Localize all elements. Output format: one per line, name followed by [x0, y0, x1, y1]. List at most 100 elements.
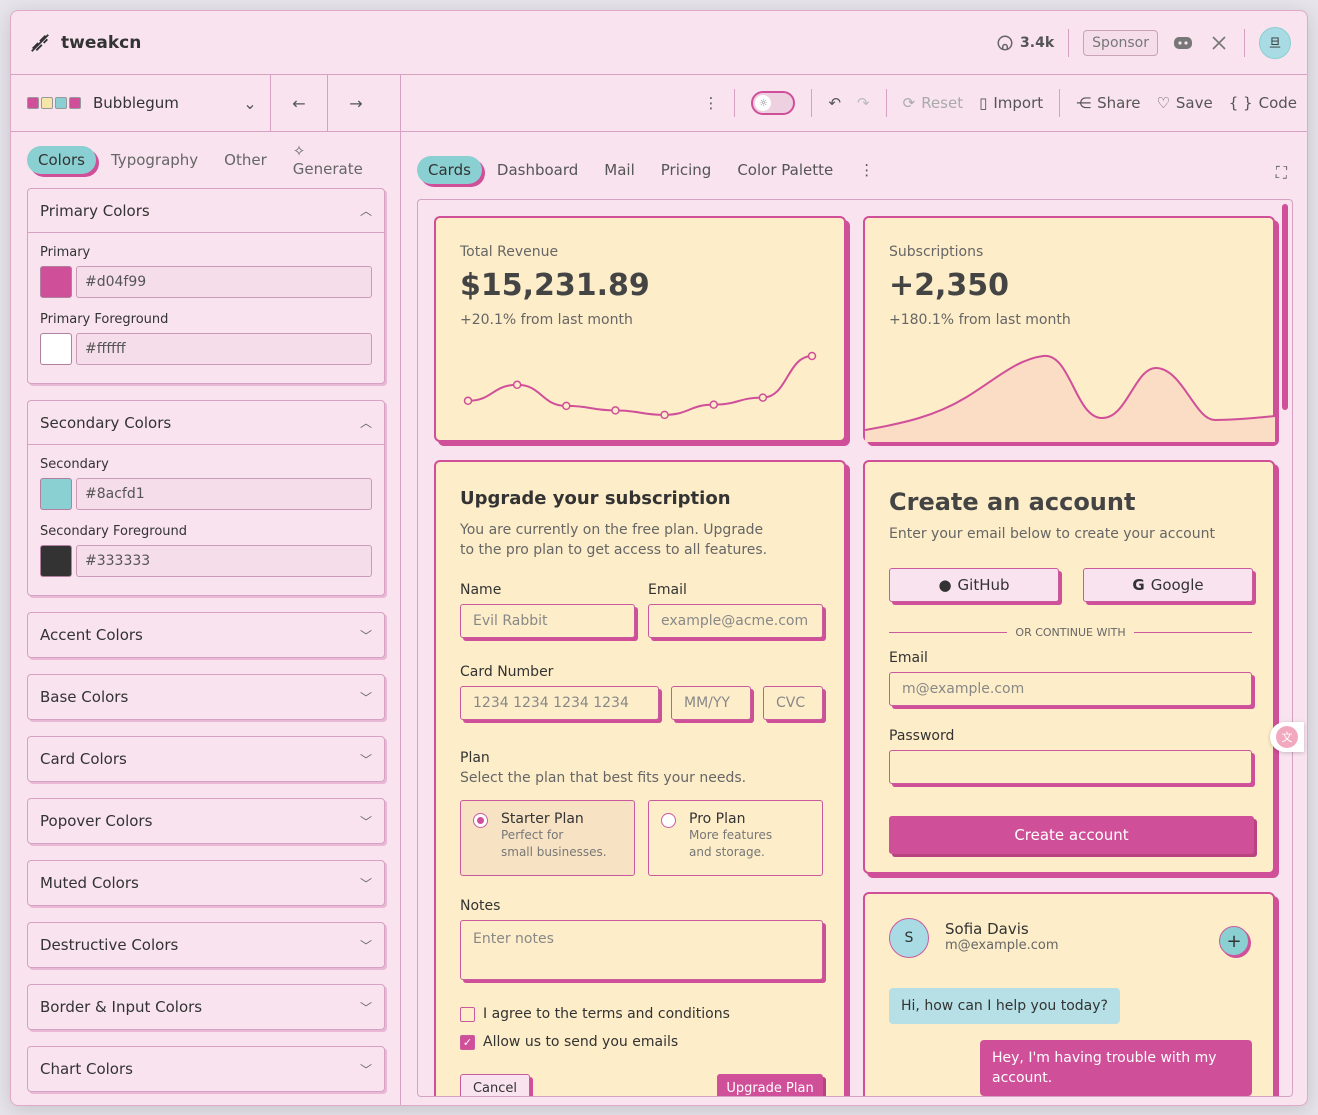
add-icon[interactable]: + [1219, 926, 1249, 956]
revenue-value: $15,231.89 [460, 268, 650, 303]
name-input[interactable]: Evil Rabbit [460, 604, 635, 638]
revenue-point [807, 351, 817, 361]
discord-icon[interactable] [1172, 32, 1194, 54]
undo-icon[interactable]: ↶ [828, 94, 842, 112]
cvc-input[interactable]: CVC [763, 686, 823, 720]
chevron-down-icon: ﹀ [359, 752, 372, 767]
chat-avatar: S [889, 918, 929, 958]
color-picker[interactable] [40, 545, 72, 577]
card-number-input[interactable]: 1234 1234 1234 1234 [460, 686, 659, 720]
google-button[interactable]: G Google [1083, 568, 1253, 602]
brand[interactable]: tweakcn [29, 32, 141, 54]
github-stars: 3.4k [1020, 34, 1055, 51]
chevron-up-icon: ︿ [359, 416, 372, 430]
scrollbar[interactable] [1282, 204, 1288, 410]
save-button[interactable]: ♡ Save [1156, 94, 1212, 112]
github-label: GitHub [957, 576, 1010, 594]
file-icon: ▯ [979, 94, 988, 112]
area-line [865, 354, 1275, 431]
previous-theme-button[interactable]: ← [270, 75, 327, 131]
tab-typography[interactable]: Typography [110, 151, 199, 169]
terms-checkbox-row[interactable]: I agree to the terms and conditions [460, 1006, 730, 1022]
tab-colors[interactable]: Colors [27, 146, 96, 174]
revenue-point [758, 393, 768, 402]
tab-generate[interactable]: ✧ Generate [282, 137, 384, 183]
popover-colors-group[interactable]: Popover Colors ﹀ [27, 798, 385, 844]
tab-dashboard[interactable]: Dashboard [496, 161, 579, 179]
swatch [27, 97, 39, 109]
radio[interactable] [661, 813, 676, 828]
emails-label: Allow us to send you emails [483, 1034, 679, 1050]
color-picker[interactable] [40, 266, 72, 298]
code-button[interactable]: { } Code [1229, 94, 1297, 112]
share-button[interactable]: ⋲ Share [1076, 94, 1140, 112]
email-label: Email [648, 582, 687, 598]
next-theme-button[interactable]: → [327, 75, 384, 131]
chat-card: S Sofia Davis m@example.com + Hi, how ca… [863, 892, 1275, 1096]
github-icon [997, 35, 1013, 50]
email-input[interactable]: example@acme.com [648, 604, 823, 638]
color-picker[interactable] [40, 478, 72, 510]
tab-color-palette[interactable]: Color Palette [737, 161, 834, 179]
muted-colors-group[interactable]: Muted Colors ﹀ [27, 860, 385, 906]
destructive-colors-group[interactable]: Destructive Colors ﹀ [27, 922, 385, 968]
create-account-button[interactable]: Create account [889, 816, 1254, 854]
more-icon[interactable]: ⋮ [859, 161, 875, 179]
notes-label: Notes [460, 898, 501, 914]
border-input-colors-group[interactable]: Border & Input Colors ﹀ [27, 984, 385, 1030]
upgrade-plan-button[interactable]: Upgrade Plan [717, 1074, 823, 1096]
terms-checkbox[interactable] [460, 1006, 475, 1022]
accent-colors-group[interactable]: Accent Colors ﹀ [27, 612, 385, 658]
reset-button[interactable]: ⟳ Reset [903, 94, 963, 112]
sponsor-button[interactable]: Sponsor [1083, 29, 1158, 56]
divider [1244, 28, 1245, 57]
tab-other[interactable]: Other [224, 151, 267, 169]
emails-checkbox-row[interactable]: ✓ Allow us to send you emails [460, 1034, 678, 1050]
fullscreen-icon[interactable]: ⛶ [1275, 163, 1287, 182]
redo-icon[interactable]: ↷ [857, 94, 870, 112]
app-name: tweakcn [61, 32, 142, 53]
subs-value: +2,350 [889, 268, 1010, 303]
chat-message-incoming: Hi, how can I help you today? [889, 988, 1120, 1024]
import-button[interactable]: ▯ Import [979, 94, 1043, 112]
translate-widget[interactable]: 文 [1270, 722, 1304, 752]
swatch [41, 97, 53, 109]
tab-cards[interactable]: Cards [417, 156, 482, 184]
secondary-color-input[interactable]: #8acfd1 [76, 478, 372, 510]
theme-selector[interactable]: Bubblegum ⌄ ← → [11, 75, 400, 132]
more-icon[interactable]: ⋮ [703, 94, 719, 112]
notes-textarea[interactable]: Enter notes [460, 920, 823, 980]
primary-color-input[interactable]: #d04f99 [76, 266, 372, 298]
primary-foreground-input[interactable]: #ffffff [76, 333, 372, 365]
google-icon: G [1132, 576, 1145, 594]
chevron-up-icon: ︿ [359, 204, 372, 218]
pro-plan-option[interactable]: Pro Plan More features and storage. [648, 800, 823, 876]
base-colors-group[interactable]: Base Colors ﹀ [27, 674, 385, 720]
tab-pricing[interactable]: Pricing [660, 161, 712, 179]
chevron-down-icon[interactable]: ⌄ [243, 93, 257, 113]
primary-colors-header[interactable]: Primary Colors ︿ [28, 189, 384, 233]
refresh-icon: ⟳ [902, 94, 916, 112]
password-input[interactable] [889, 750, 1252, 784]
x-icon[interactable] [1208, 32, 1230, 54]
color-picker[interactable] [40, 333, 72, 365]
secondary-foreground-input[interactable]: #333333 [76, 545, 372, 577]
tab-mail[interactable]: Mail [604, 161, 635, 179]
radio[interactable] [473, 813, 488, 828]
user-avatar[interactable]: 旦 [1259, 26, 1291, 59]
github-button[interactable]: ● GitHub [889, 568, 1059, 602]
expiry-input[interactable]: MM/YY [671, 686, 751, 720]
starter-plan-option[interactable]: Starter Plan Perfect for small businesse… [460, 800, 635, 876]
area-fill [865, 355, 1275, 442]
emails-checkbox[interactable]: ✓ [460, 1034, 475, 1050]
account-email-input[interactable]: m@example.com [889, 672, 1252, 706]
swatch [69, 97, 81, 109]
chart-colors-group[interactable]: Chart Colors ﹀ [27, 1046, 385, 1092]
cancel-button[interactable]: Cancel [460, 1074, 530, 1096]
secondary-colors-header[interactable]: Secondary Colors ︿ [28, 401, 384, 445]
card-colors-group[interactable]: Card Colors ﹀ [27, 736, 385, 782]
theme-mode-toggle[interactable]: ☼ [751, 91, 796, 115]
github-link[interactable]: 3.4k [996, 34, 1054, 52]
code-label: Code [1258, 94, 1297, 112]
field-label: Secondary Foreground [40, 524, 187, 539]
